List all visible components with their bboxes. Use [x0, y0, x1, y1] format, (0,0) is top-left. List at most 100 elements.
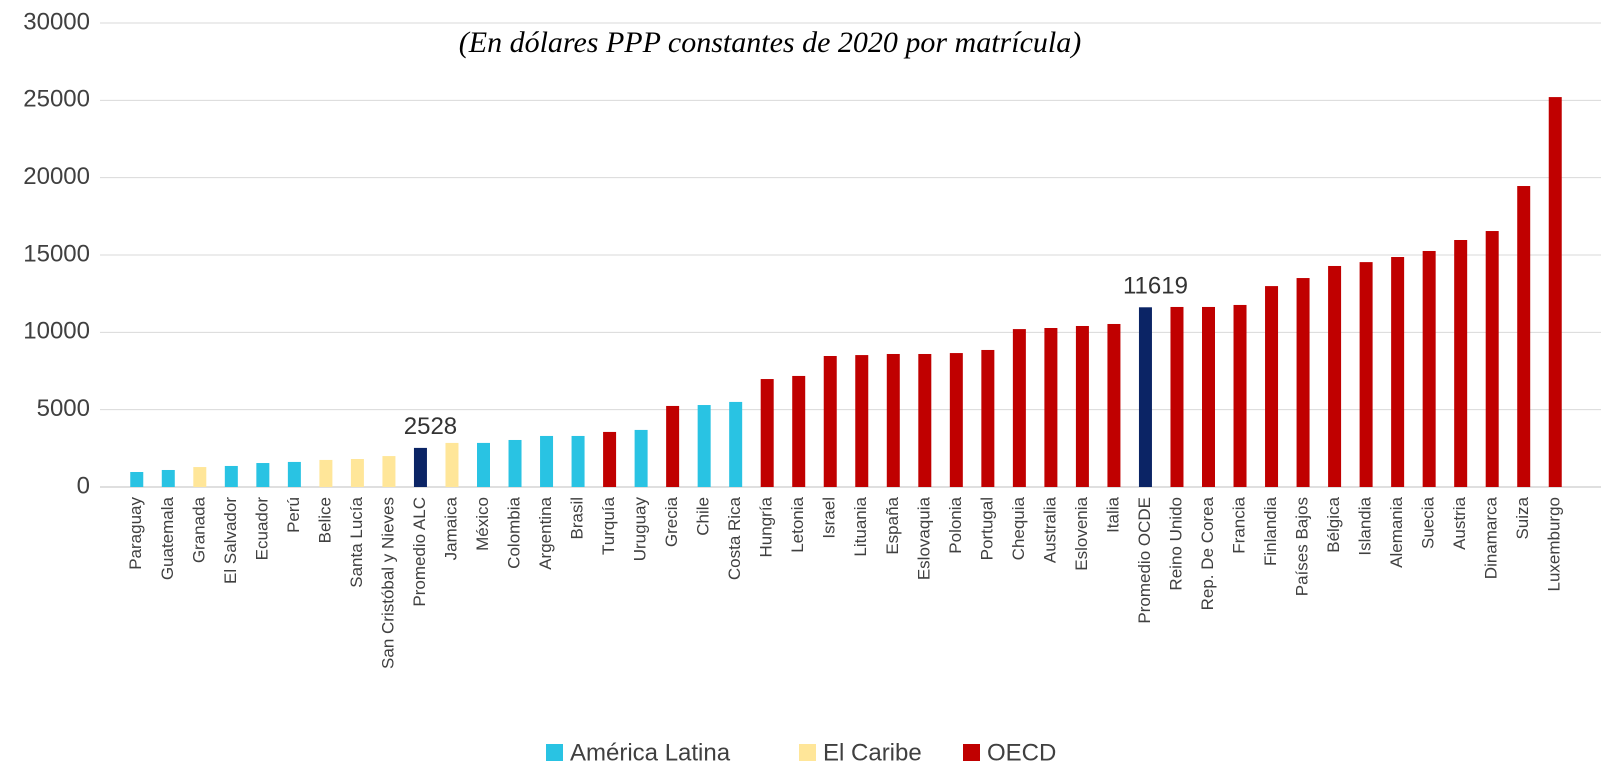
x-tick-label: Santa Lucía	[347, 496, 366, 587]
bar	[224, 465, 238, 487]
x-tick-label: Alemania	[1387, 496, 1406, 567]
bar	[477, 442, 490, 487]
bar	[823, 355, 837, 487]
bar	[193, 467, 207, 487]
x-tick-label: Argentina	[536, 496, 555, 569]
bar	[1485, 231, 1499, 487]
bar	[1170, 306, 1184, 487]
bar	[666, 405, 680, 487]
x-tick-label: Eslovaquia	[914, 496, 933, 580]
bar	[508, 439, 522, 487]
y-tick-label: 5000	[37, 395, 90, 422]
x-tick-label: Chequia	[1009, 496, 1028, 560]
x-tick-label: Jamaica	[441, 496, 460, 560]
legend-swatch	[963, 744, 980, 761]
x-tick-label: Grecia	[662, 496, 681, 547]
bar	[981, 349, 995, 487]
x-tick-label: Rep. De Corea	[1198, 496, 1217, 610]
x-tick-label: Granada	[189, 496, 208, 563]
bar	[949, 353, 963, 487]
x-tick-label: Dinamarca	[1482, 496, 1501, 579]
x-tick-label: México	[473, 497, 492, 551]
x-tick-label: Israel	[820, 497, 839, 539]
bar	[886, 353, 900, 487]
y-tick-label: 25000	[23, 86, 90, 113]
bar	[571, 435, 585, 487]
x-tick-label: Guatemala	[158, 496, 177, 580]
x-tick-label: El Salvador	[221, 497, 240, 584]
x-tick-label: Italia	[1103, 496, 1122, 532]
x-tick-label: Brasil	[568, 497, 587, 540]
bar	[382, 456, 396, 487]
bar	[760, 379, 774, 487]
bar	[792, 375, 806, 487]
x-tick-label: Perú	[284, 497, 303, 533]
y-tick-label: 30000	[23, 8, 90, 35]
legend-label: América Latina	[570, 739, 731, 766]
x-tick-label: Costa Rica	[725, 496, 744, 580]
x-tick-label: Países Bajos	[1293, 497, 1312, 596]
x-tick-label: Hungría	[757, 496, 776, 557]
bar	[1548, 97, 1562, 488]
bar	[445, 442, 459, 487]
x-tick-label: Lituania	[851, 496, 870, 556]
bar	[1265, 286, 1279, 487]
bar	[918, 353, 932, 487]
x-tick-label: Suecia	[1419, 496, 1438, 549]
bar	[697, 405, 711, 487]
bar	[855, 355, 869, 487]
bar	[161, 469, 175, 487]
bar	[256, 463, 270, 487]
x-tick-label: Luxemburgo	[1545, 497, 1564, 592]
bar	[1138, 307, 1152, 487]
y-tick-label: 0	[77, 472, 90, 499]
legend-label: El Caribe	[823, 739, 922, 766]
x-tick-label: Francia	[1230, 496, 1249, 553]
y-tick-label: 10000	[23, 318, 90, 345]
y-tick-label: 20000	[23, 163, 90, 190]
x-tick-label: Suiza	[1513, 496, 1532, 539]
bar	[1422, 250, 1436, 487]
bar	[1517, 186, 1531, 487]
legend-swatch	[546, 744, 563, 761]
x-tick-label: Colombia	[505, 496, 524, 568]
x-tick-label: Polonia	[946, 496, 965, 553]
x-tick-label: Australia	[1040, 496, 1059, 563]
x-tick-label: Chile	[694, 497, 713, 536]
bar	[1454, 239, 1468, 487]
data-label: 2528	[404, 413, 457, 440]
x-tick-label: Eslovenia	[1072, 496, 1091, 570]
x-tick-label: San Cristóbal y Nieves	[378, 497, 397, 669]
x-tick-label: España	[883, 496, 902, 554]
bar	[729, 401, 743, 487]
bar	[1233, 304, 1247, 487]
x-tick-label: Ecuador	[252, 497, 271, 561]
bar	[1107, 323, 1121, 487]
x-tick-label: Belice	[315, 497, 334, 543]
bar	[540, 435, 554, 487]
x-tick-label: Promedio OCDE	[1135, 497, 1154, 624]
bar	[287, 461, 301, 487]
bar	[413, 447, 427, 487]
y-tick-label: 15000	[23, 240, 90, 267]
x-tick-label: Turquía	[599, 496, 618, 555]
bar	[1359, 262, 1373, 487]
x-tick-label: Paraguay	[126, 497, 145, 570]
bar	[1044, 328, 1058, 487]
x-tick-label: Reino Unido	[1166, 497, 1185, 591]
legend-label: OECD	[987, 739, 1056, 766]
bar	[1012, 329, 1026, 487]
bar	[1391, 257, 1405, 487]
x-tick-label: Islandia	[1356, 496, 1375, 555]
bar	[634, 429, 648, 487]
bar	[319, 459, 333, 487]
x-tick-label: Uruguay	[631, 497, 650, 562]
bar	[603, 431, 617, 487]
bar	[1328, 265, 1342, 487]
x-tick-label: Letonia	[788, 496, 807, 552]
x-tick-label: Bélgica	[1324, 496, 1343, 552]
bar	[350, 459, 364, 487]
x-tick-label: Austria	[1450, 496, 1469, 549]
chart-subtitle: (En dólares PPP constantes de 2020 por m…	[459, 26, 1081, 59]
